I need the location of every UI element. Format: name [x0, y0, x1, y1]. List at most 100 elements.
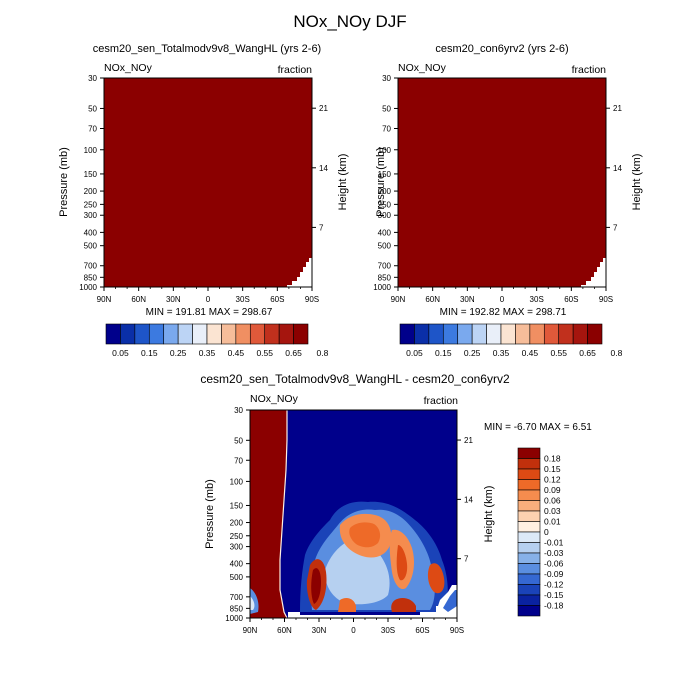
x-tick-label: 90S	[599, 295, 613, 304]
x-tick-label: 30N	[166, 295, 181, 304]
colorbar-swatch	[163, 323, 179, 345]
right-plot-fill	[398, 78, 606, 287]
left-minmax: MIN = 191.81 MAX = 298.67	[146, 307, 273, 318]
y-tick-label: 100	[378, 146, 392, 155]
x-tick-label: 0	[206, 295, 211, 304]
left-panel-units: fraction	[278, 64, 313, 76]
y-tick-label: 400	[84, 228, 98, 237]
colorbar-label: 0.25	[464, 348, 481, 358]
y-tick-label: 500	[230, 573, 244, 582]
colorbar-label: 0.8	[317, 348, 329, 358]
colorbar-swatch	[500, 323, 516, 345]
colorbar-label: 0.12	[544, 475, 561, 485]
colorbar-swatch	[517, 605, 541, 617]
diff-minmax: MIN = -6.70 MAX = 6.51	[484, 422, 592, 433]
diff-positive-lobe-west-core	[311, 568, 321, 604]
colorbar-label: 0.05	[406, 348, 423, 358]
x-tick-label: 0	[351, 626, 356, 635]
colorbar-swatch	[486, 323, 502, 345]
right-plot-missing-region	[581, 258, 606, 287]
colorbar-swatch	[428, 323, 444, 345]
diff-missing-region-east	[436, 585, 457, 618]
y-tick-label: 200	[84, 187, 98, 196]
y-tick-label: 700	[84, 262, 98, 271]
colorbar-swatch	[148, 323, 165, 345]
y-tick-label: 100	[230, 477, 244, 486]
x-tick-label: 60S	[270, 295, 284, 304]
y-right-tick-label: 7	[613, 223, 618, 232]
colorbar-swatch	[264, 323, 280, 345]
left-panel-title: cesm20_sen_Totalmodv9v8_WangHL (yrs 2-6)	[93, 43, 321, 55]
colorbar-swatch	[399, 323, 415, 345]
colorbar-label: 0.65	[285, 348, 302, 358]
colorbar-swatch	[442, 323, 459, 345]
colorbar-swatch	[206, 323, 222, 345]
colorbar-swatch	[517, 584, 541, 596]
colorbar-label: 0.35	[199, 348, 216, 358]
colorbar-label: 0.03	[544, 506, 561, 516]
diff-panel-variable: NOx_NOy	[250, 393, 299, 405]
colorbar-swatch	[517, 510, 541, 522]
colorbar-swatch	[558, 323, 574, 345]
diff-colorbar: 0.180.150.120.090.060.030.010-0.01-0.03-…	[517, 447, 564, 617]
y-tick-label: 400	[378, 228, 392, 237]
colorbar-swatch	[105, 323, 121, 345]
y-tick-label: 700	[378, 262, 392, 271]
y-tick-label: 30	[234, 406, 243, 415]
y-right-tick-label: 21	[464, 436, 473, 445]
colorbar-swatch	[177, 323, 193, 345]
diff-positive-lobe-east-core	[396, 545, 408, 581]
colorbar-swatch	[517, 521, 541, 533]
y-tick-label: 150	[84, 170, 98, 179]
diff-surface-negative	[443, 590, 457, 612]
x-tick-label: 0	[500, 295, 505, 304]
colorbar-swatch	[529, 323, 545, 345]
left-plot-fill	[104, 78, 312, 287]
y-right-tick-label: 7	[464, 555, 469, 564]
diff-axes: 3050701001502002503004005007008501000211…	[225, 406, 473, 635]
diff-zero-contour	[279, 410, 288, 618]
colorbar-swatch	[517, 479, 541, 491]
colorbar-swatch	[278, 323, 294, 345]
colorbar-label: 0.18	[544, 454, 561, 464]
right-panel: cesm20_con6yrv2 (yrs 2-6) NOx_NOy fracti…	[373, 43, 643, 358]
x-tick-label: 30S	[381, 626, 395, 635]
left-axes: 3050701001502002503004005007008501000211…	[79, 74, 328, 304]
x-tick-label: 60N	[131, 295, 146, 304]
diff-panel-units: fraction	[424, 395, 459, 407]
left-colorbar: 0.05 0.15 0.25 0.35 0.45 0.55 0.65 0.8	[105, 323, 329, 358]
colorbar-swatch	[517, 594, 541, 606]
y-tick-label: 850	[230, 604, 244, 613]
left-panel: cesm20_sen_Totalmodv9v8_WangHL (yrs 2-6)…	[58, 43, 349, 358]
y-tick-label: 50	[234, 436, 243, 445]
y-tick-label: 70	[234, 456, 243, 465]
colorbar-label: 0.55	[550, 348, 567, 358]
diff-panel-title: cesm20_sen_Totalmodv9v8_WangHL - cesm20_…	[200, 372, 510, 386]
colorbar-swatch	[457, 323, 473, 345]
colorbar-label: 0.45	[522, 348, 539, 358]
y-right-tick-label: 7	[319, 223, 324, 232]
x-tick-label: 60N	[425, 295, 440, 304]
colorbar-label: 0.8	[611, 348, 623, 358]
diff-positive-lobe-upper-core	[349, 522, 381, 548]
right-minmax: MIN = 192.82 MAX = 298.71	[440, 307, 567, 318]
y-tick-label: 150	[378, 170, 392, 179]
colorbar-swatch	[517, 468, 541, 480]
y-tick-label: 50	[88, 104, 97, 113]
colorbar-swatch	[517, 573, 541, 585]
y-tick-label: 150	[230, 501, 244, 510]
y-tick-label: 300	[230, 543, 244, 552]
left-plot-field	[103, 77, 313, 288]
right-panel-units: fraction	[572, 64, 607, 76]
y-right-tick-label: 14	[319, 164, 328, 173]
colorbar-swatch	[414, 323, 430, 345]
x-tick-label: 90S	[450, 626, 464, 635]
x-tick-label: 60N	[277, 626, 292, 635]
x-tick-label: 90S	[305, 295, 319, 304]
colorbar-swatch	[471, 323, 487, 345]
y-tick-label: 200	[378, 187, 392, 196]
colorbar-swatch	[517, 542, 541, 554]
colorbar-label: -0.06	[544, 559, 564, 569]
y-tick-label: 70	[382, 125, 391, 134]
colorbar-swatch	[134, 323, 150, 345]
